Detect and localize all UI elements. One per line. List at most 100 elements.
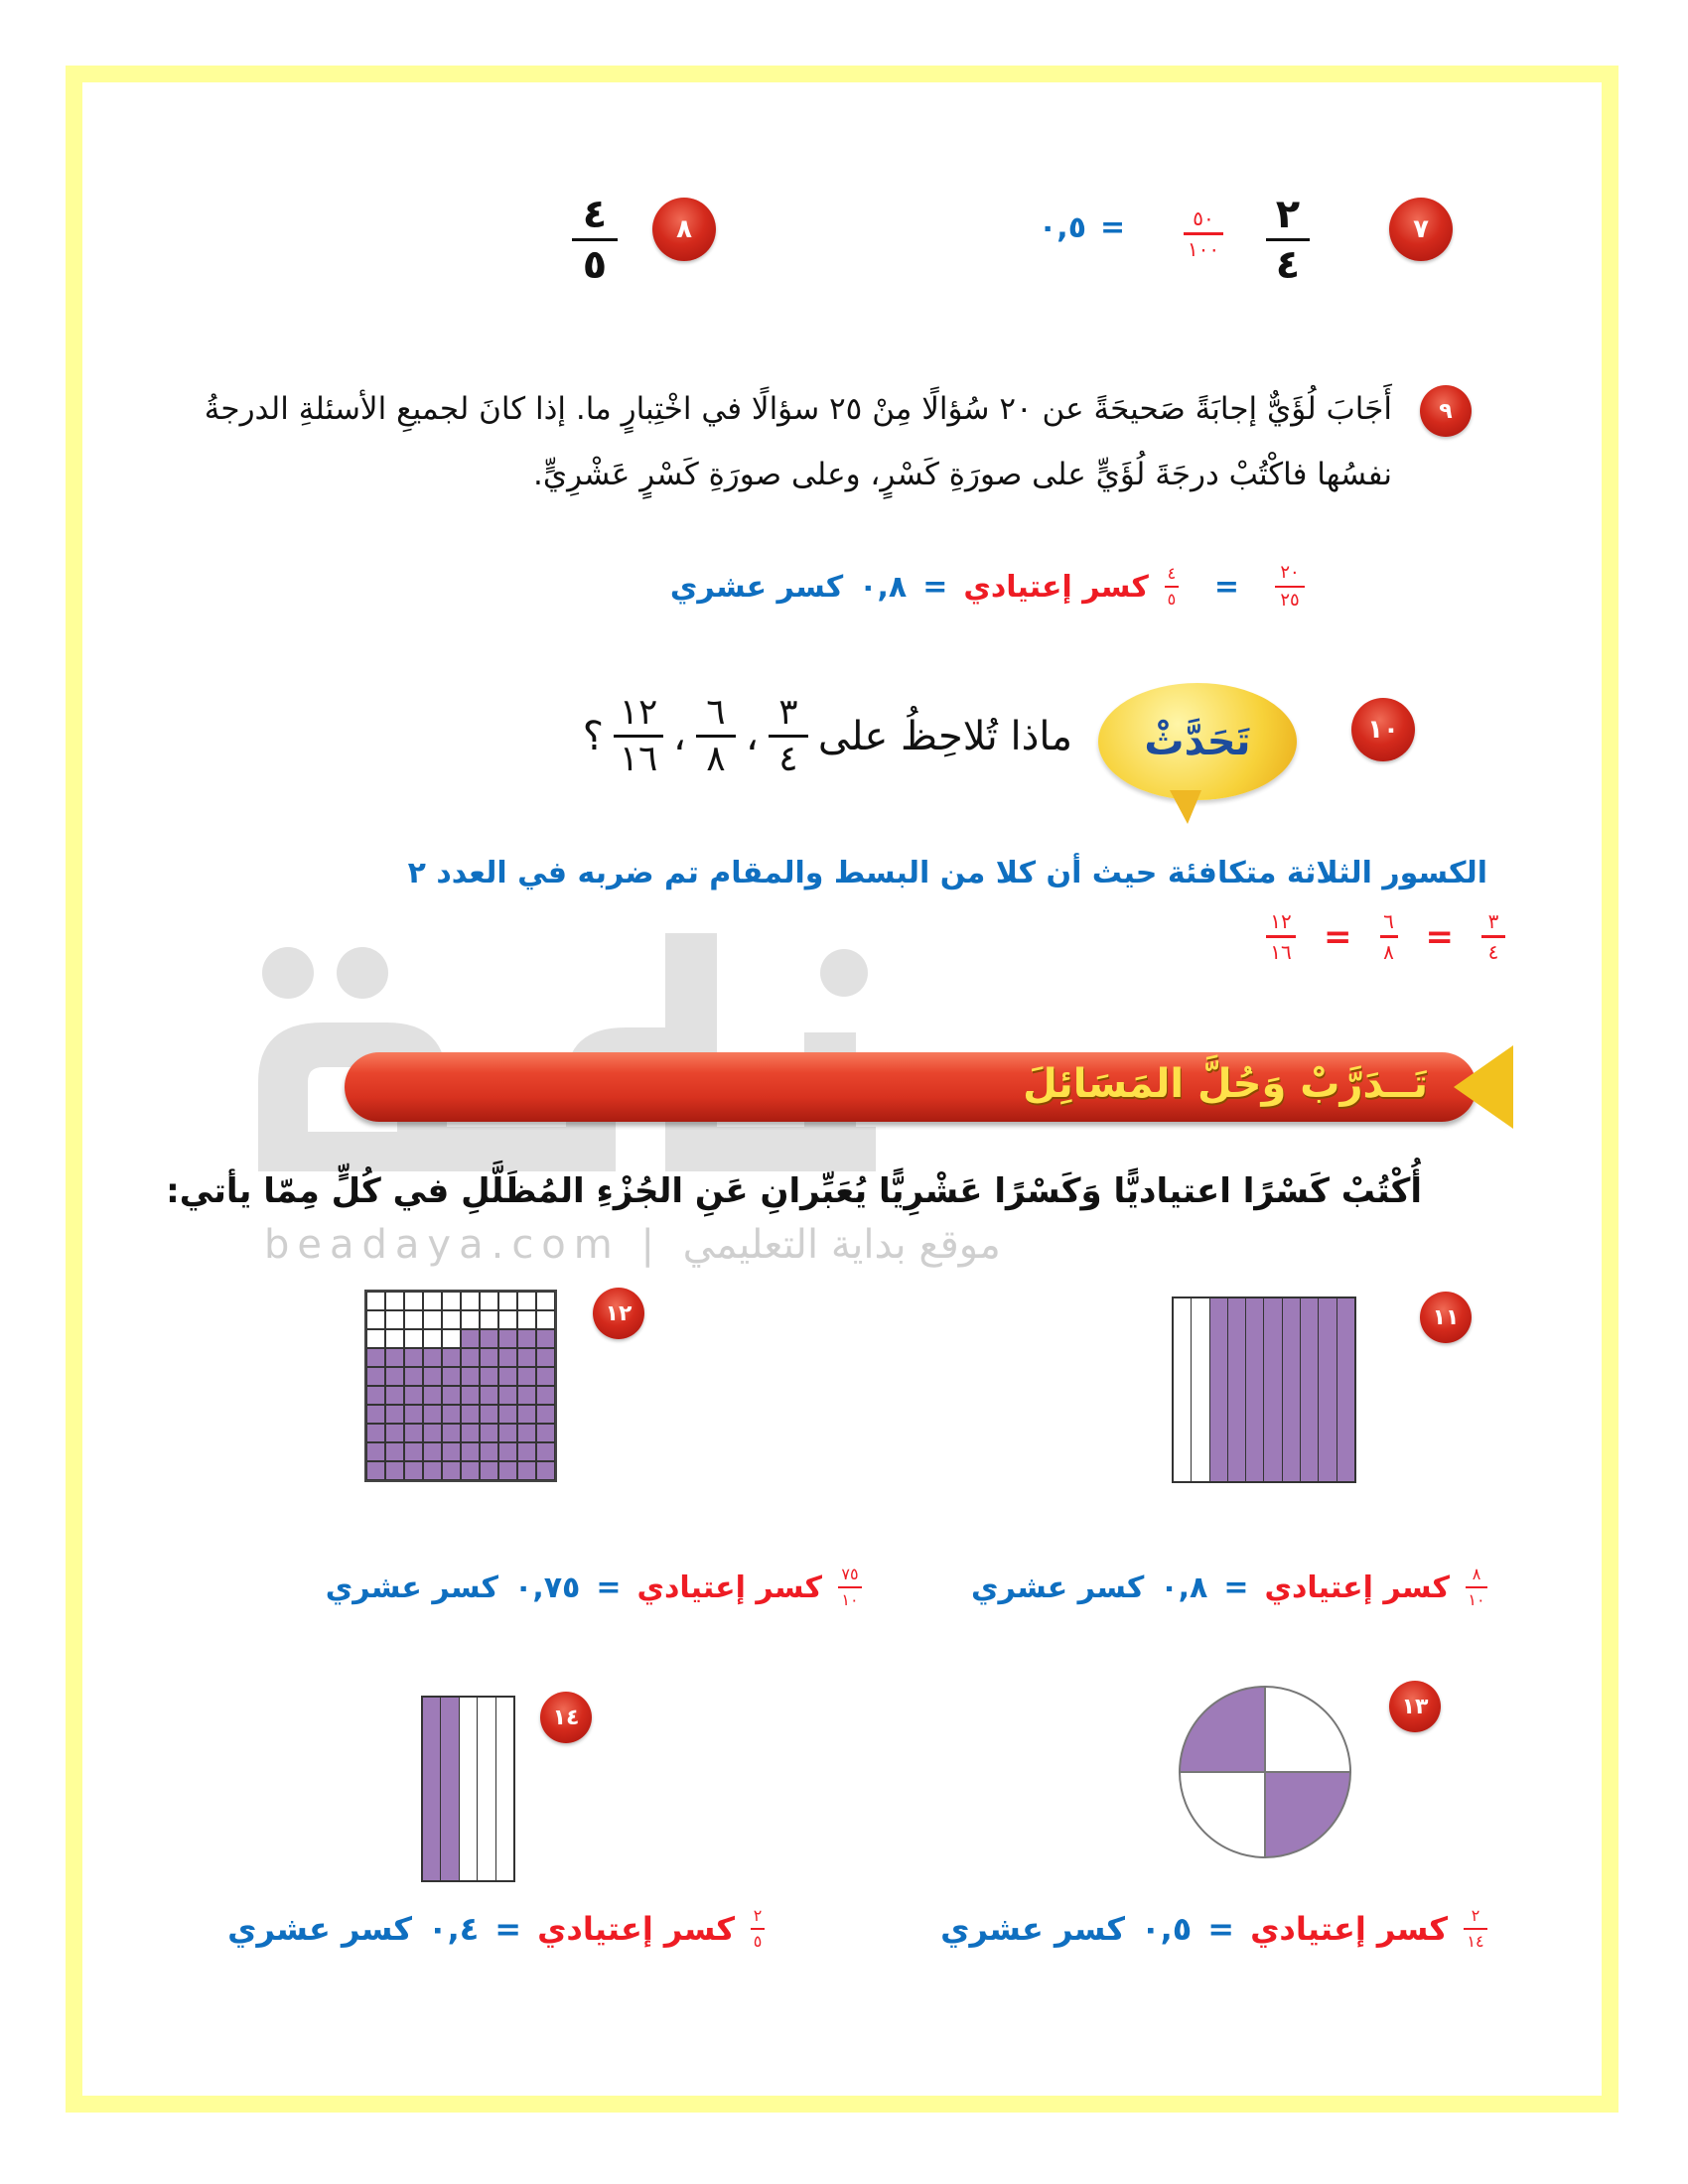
grid-cell xyxy=(517,1442,536,1461)
grid-cell xyxy=(480,1310,498,1329)
grid-cell xyxy=(498,1386,517,1405)
grid-cell xyxy=(385,1348,404,1367)
decimal-value: ٠,٥ xyxy=(1141,1910,1193,1948)
strip xyxy=(1191,1298,1209,1481)
equals-sign: = xyxy=(1207,1910,1235,1948)
numerator: ٢ xyxy=(1275,192,1301,237)
equals-sign: = xyxy=(922,569,948,605)
grid-cell xyxy=(498,1442,517,1461)
decimal-label: كسر عشري xyxy=(971,1570,1145,1605)
grid-cell xyxy=(517,1292,536,1310)
decimal-value: ٠,٨ xyxy=(1160,1570,1208,1605)
answer-fraction: ٢ ١٤ xyxy=(1464,1908,1487,1950)
grid-cell xyxy=(423,1367,442,1386)
grid-cell xyxy=(498,1424,517,1442)
common-fraction-label: كسر إعتيادي xyxy=(1264,1570,1450,1605)
grid-cell xyxy=(366,1292,385,1310)
grid-cell xyxy=(461,1348,480,1367)
strip xyxy=(1174,1298,1192,1481)
grid-cell xyxy=(385,1367,404,1386)
common-fraction-label: كسر إعتيادي xyxy=(1250,1910,1448,1948)
grid-cell xyxy=(498,1348,517,1367)
strip xyxy=(1226,1298,1246,1481)
grid-cell xyxy=(404,1461,423,1480)
grid-cell xyxy=(366,1386,385,1405)
answer-fraction: ٨ ١٠ xyxy=(1466,1567,1487,1608)
question-number-badge: ١٢ xyxy=(593,1288,644,1339)
question-number-badge: ٩ xyxy=(1420,385,1472,437)
problem-13-answer: ٢ ١٤ كسر إعتيادي = ٠,٥ كسر عشري xyxy=(940,1908,1487,1950)
strip xyxy=(1263,1298,1282,1481)
grid-cell xyxy=(517,1386,536,1405)
grid-cell xyxy=(404,1442,423,1461)
grid-cell xyxy=(536,1292,555,1310)
denominator: ٥ xyxy=(582,242,608,288)
decimal-label: كسر عشري xyxy=(940,1910,1126,1948)
problem-12-answer: ٧٥ ١٠ كسر إعتيادي = ٠,٧٥ كسر عشري xyxy=(326,1567,862,1608)
grid-cell xyxy=(385,1310,404,1329)
hundred-grid-figure xyxy=(364,1290,557,1482)
grid-cell xyxy=(366,1424,385,1442)
grid-cell xyxy=(442,1329,461,1348)
equals-sign: = xyxy=(1213,569,1239,605)
common-fraction-label: كسر إعتيادي xyxy=(537,1910,735,1948)
grid-cell xyxy=(498,1405,517,1424)
denominator: ٤ xyxy=(1275,242,1301,288)
grid-cell xyxy=(366,1461,385,1480)
grid-cell xyxy=(480,1405,498,1424)
grid-cell xyxy=(366,1329,385,1348)
grid-cell xyxy=(423,1329,442,1348)
question-number-badge: ٨ xyxy=(652,198,716,261)
grid-cell xyxy=(517,1310,536,1329)
grid-cell xyxy=(461,1367,480,1386)
grid-cell xyxy=(423,1310,442,1329)
grid-cell xyxy=(461,1386,480,1405)
grid-cell xyxy=(536,1442,555,1461)
circle-quarter xyxy=(1264,1771,1352,1859)
grid-cell xyxy=(461,1405,480,1424)
q7-equals: = xyxy=(1100,210,1126,245)
page-border xyxy=(66,66,1618,2113)
section-banner xyxy=(345,1052,1477,1122)
grid-cell xyxy=(498,1329,517,1348)
grid-cell xyxy=(461,1329,480,1348)
grid-cell xyxy=(517,1367,536,1386)
grid-cell xyxy=(536,1329,555,1348)
grid-cell xyxy=(498,1292,517,1310)
grid-cell xyxy=(536,1461,555,1480)
strip xyxy=(1300,1298,1319,1481)
grid-cell xyxy=(498,1461,517,1480)
question-number-badge: ٧ xyxy=(1389,198,1453,261)
strip xyxy=(423,1698,441,1880)
grid-cell xyxy=(442,1386,461,1405)
grid-cell xyxy=(461,1461,480,1480)
section-title: تَــدَرَّبْ وَحُلَّ المَسَائِلَ xyxy=(1023,1061,1428,1107)
grid-cell xyxy=(404,1405,423,1424)
grid-cell xyxy=(498,1367,517,1386)
strip xyxy=(1281,1298,1301,1481)
grid-cell xyxy=(517,1461,536,1480)
grid-cell xyxy=(366,1348,385,1367)
grid-cell xyxy=(480,1386,498,1405)
numerator: ٥٠ xyxy=(1193,206,1214,230)
grid-cell xyxy=(517,1329,536,1348)
fraction: ١٢ ١٦ xyxy=(1266,911,1296,962)
grid-cell xyxy=(366,1442,385,1461)
grid-cell xyxy=(404,1292,423,1310)
grid-cell xyxy=(442,1367,461,1386)
grid-cell xyxy=(498,1310,517,1329)
common-fraction-label: كسر إعتيادي xyxy=(636,1570,822,1605)
q9-text-line1: أَجَابَ لُؤَيٌّ إجابَةً صَحيحَةً عن ٢٠ س… xyxy=(204,391,1392,427)
numerator: ٤ xyxy=(582,192,608,237)
grid-cell xyxy=(366,1405,385,1424)
answer-fraction: ٢٠ ٢٥ xyxy=(1275,564,1305,610)
grid-cell xyxy=(461,1310,480,1329)
grid-cell xyxy=(404,1424,423,1442)
grid-cell xyxy=(536,1348,555,1367)
